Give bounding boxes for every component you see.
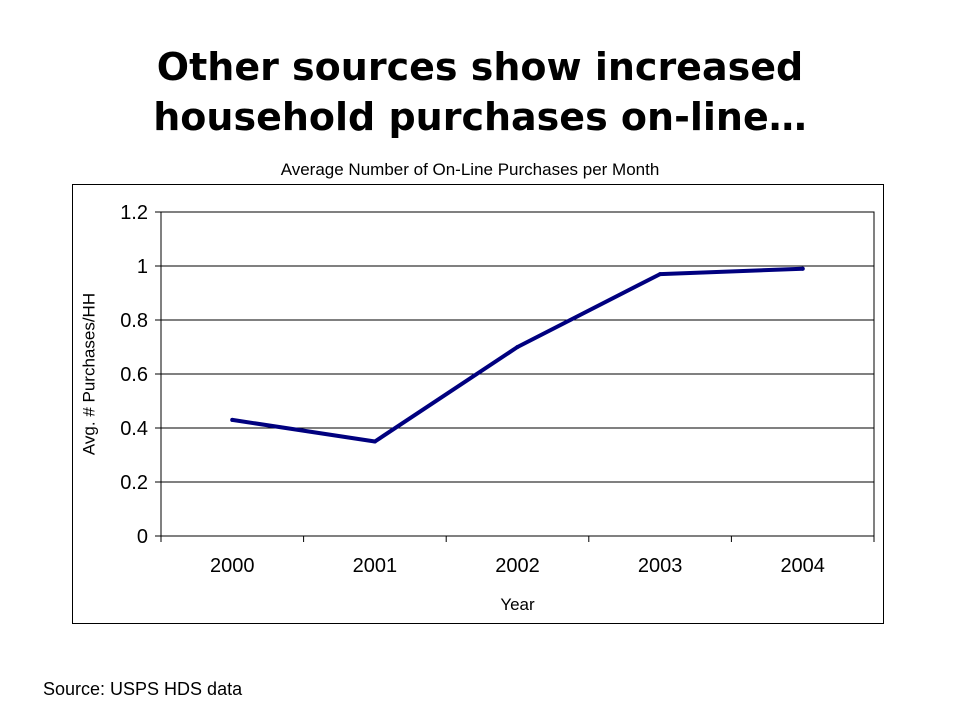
x-axis-label: Year bbox=[500, 595, 535, 614]
y-tick-label: 0.4 bbox=[120, 418, 148, 440]
data-point bbox=[800, 266, 805, 271]
y-tick-label: 0.6 bbox=[120, 364, 148, 386]
data-point bbox=[372, 439, 377, 444]
x-tick-label: 2003 bbox=[638, 555, 683, 577]
series-layer bbox=[230, 266, 805, 444]
y-tick-label: 1.2 bbox=[120, 202, 148, 224]
slide-title-line1: Other sources show increased bbox=[156, 45, 804, 89]
series-line bbox=[230, 266, 805, 444]
axes: 0 0.2 0.4 0.6 0.8 1 1.2 2000 2001 2002 2003 2004 bbox=[120, 202, 875, 577]
chart-frame bbox=[72, 184, 884, 624]
data-point bbox=[515, 345, 520, 349]
slide-title: Other sources show increased household p… bbox=[0, 42, 960, 142]
source-note: Source: USPS HDS data bbox=[43, 679, 243, 699]
y-axis-label: Avg. # Purchases/HH bbox=[79, 293, 98, 455]
chart-title: Average Number of On-Line Purchases per … bbox=[280, 160, 660, 179]
y-tick-label: 0 bbox=[137, 526, 148, 548]
data-point bbox=[658, 272, 663, 277]
x-tick-label: 2004 bbox=[780, 555, 825, 577]
x-tick-label: 2001 bbox=[353, 555, 398, 577]
line-chart: 0 0.2 0.4 0.6 0.8 1 1.2 2000 2001 2002 2003 2004 Av… bbox=[79, 202, 875, 614]
slide-title-line2: household purchases on-line… bbox=[153, 95, 807, 139]
x-tick-label: 2000 bbox=[210, 555, 255, 577]
y-tick-label: 1 bbox=[137, 256, 148, 278]
y-tick-label: 0.2 bbox=[120, 472, 148, 494]
gridlines bbox=[161, 265, 874, 483]
y-tick-label: 0.8 bbox=[120, 310, 148, 332]
x-tick-label: 2002 bbox=[495, 555, 540, 577]
data-point bbox=[230, 417, 235, 422]
